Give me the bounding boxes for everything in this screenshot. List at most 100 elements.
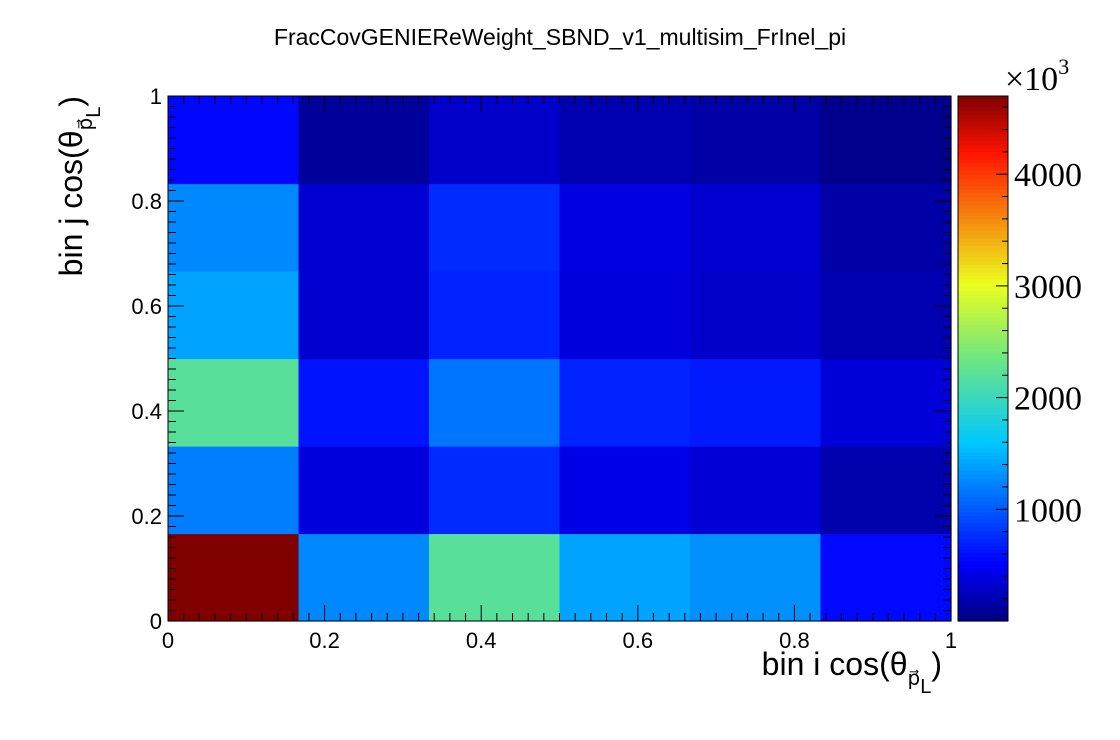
color-bar-strip [958,171,1008,176]
color-bar-strip [958,546,1008,551]
color-bar-strip [958,302,1008,307]
color-bar-strip [958,448,1008,453]
color-bar-multiplier: ×103 [1005,54,1069,98]
color-bar-strip [958,223,1008,228]
color-bar-strip [958,219,1008,225]
color-bar-strip [958,332,1008,337]
color-bar-strip [958,591,1008,596]
color-bar-strip [958,414,1008,420]
color-bar-strip [958,486,1008,491]
color-bar-strip [958,456,1008,461]
color-bar-strip [958,261,1008,266]
heatmap-cell [298,183,430,272]
heatmap-cell [690,533,822,622]
color-bar-strip [958,234,1008,240]
color-bar-strip [958,557,1008,562]
color-bar-strip [958,531,1008,536]
color-bar-strip [958,392,1008,397]
color-bar-strip [958,594,1008,600]
color-bar-strip [958,152,1008,157]
heatmap-cells [168,96,952,622]
color-bar-strip [958,362,1008,367]
color-bar-strip [958,433,1008,438]
color-bar-strip [958,114,1008,120]
color-bar-strip [958,579,1008,585]
color-bar-strip [958,167,1008,172]
color-bar-strip [958,441,1008,446]
x-tick-labels: 0 0.2 0.4 0.6 0.8 1 [162,628,957,653]
color-bar-strip [958,583,1008,588]
color-bar-strip [958,156,1008,161]
color-bar-strip [958,489,1008,495]
color-bar-strip [958,606,1008,611]
color-bar-strip [958,294,1008,300]
color-bar-strip [958,159,1008,165]
color-bar-strip [958,174,1008,180]
color-bar-strip [958,287,1008,292]
color-bar-strip [958,279,1008,285]
heatmap-cell [428,533,561,622]
color-bar-strip [958,178,1008,183]
color-bar-strip [958,118,1008,123]
heatmap-cell [298,358,430,447]
color-bar-strip [958,163,1008,168]
heatmap-cell [298,446,430,535]
color-bar-strip [958,204,1008,210]
color-bar-strip [958,313,1008,318]
color-bar-strip [958,519,1008,525]
color-bar-strip [958,564,1008,570]
heatmap-cell [559,270,691,360]
color-bar-strip [958,474,1008,480]
color-bar-strip [958,463,1008,468]
color-bar-strip [958,373,1008,378]
heatmap-cell [690,96,822,185]
x-tick-label: 0.2 [309,628,340,653]
color-bar-strip [958,339,1008,345]
heatmap-cell [168,183,300,272]
color-bar-strip [958,512,1008,517]
heatmap-cell [428,446,561,535]
heatmap-cell [559,183,691,272]
heatmap-cell [168,358,300,447]
color-bar-strip [958,493,1008,498]
y-tick-label: 0 [150,609,162,634]
color-bar-strip [958,561,1008,566]
color-bar-strip [958,276,1008,281]
color-bar-strip [958,231,1008,236]
color-bar-strip [958,212,1008,217]
y-tick-label: 0.2 [131,504,162,529]
color-bar-gradient [958,96,1008,622]
color-bar-strip [958,354,1008,360]
heatmap-cell [559,96,691,185]
color-bar-strip [958,437,1008,442]
color-bar-strip [958,384,1008,390]
heatmap-cell [820,183,952,272]
color-bar-strip [958,137,1008,142]
y-tick-labels: 0 0.2 0.4 0.6 0.8 1 [131,84,162,634]
color-bar-strip [958,504,1008,510]
x-tick-label: 0.6 [623,628,654,653]
color-bar-strip [958,538,1008,543]
x-axis-label: bin i cos(θp⃗L) [762,646,942,698]
color-bar-tick-label: 2000 [1014,381,1082,418]
heatmap-cell [820,96,952,185]
color-bar-strip [958,602,1008,607]
color-bar-strip [958,328,1008,333]
color-bar-strip [958,249,1008,255]
color-bar-strip [958,306,1008,311]
color-bar-strip [958,516,1008,521]
color-bar-strip [958,309,1008,315]
color-bar-strip [958,358,1008,363]
color-bar-strip [958,467,1008,472]
y-tick-label: 0.4 [131,399,162,424]
color-bar-strip [958,96,1008,101]
color-bar-strip [958,272,1008,277]
color-bar-strip [958,144,1008,150]
color-bar-strip [958,598,1008,603]
heatmap-cell [820,358,952,447]
color-bar-strip [958,497,1008,502]
color-bar-strip [958,148,1008,153]
heatmap-cell [298,270,430,360]
y-tick-label: 0.6 [131,294,162,319]
